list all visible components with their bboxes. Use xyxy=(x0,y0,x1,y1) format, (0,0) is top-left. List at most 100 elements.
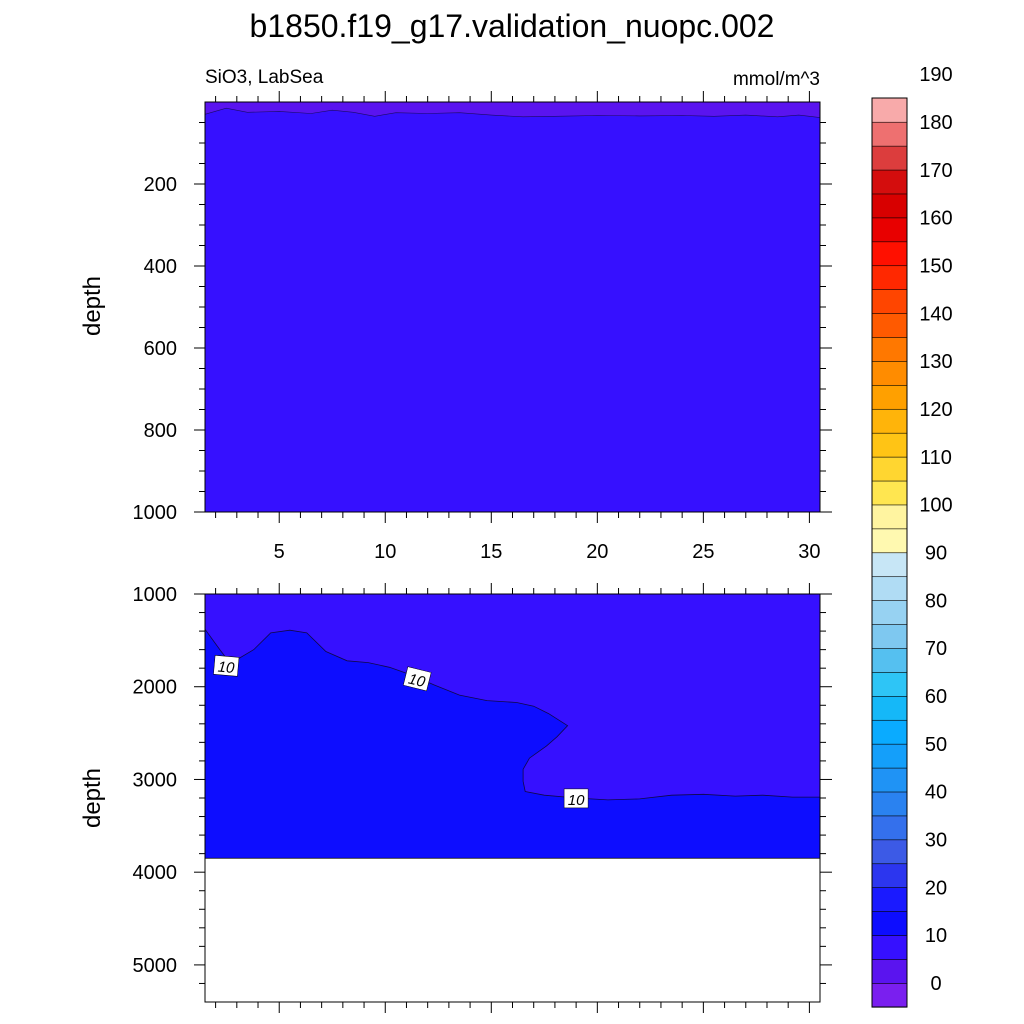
colorbar-swatch xyxy=(871,265,908,290)
colorbar-label: 70 xyxy=(925,638,947,660)
colorbar-swatch xyxy=(871,217,908,243)
colorbar-swatch xyxy=(871,312,908,338)
colorbar-label: 190 xyxy=(919,64,952,86)
contour-line-10 xyxy=(204,628,820,801)
colorbar-swatch xyxy=(871,934,908,960)
colorbar-label: 140 xyxy=(919,303,952,325)
colorbar-label: 50 xyxy=(925,734,947,756)
colorbar-label: 10 xyxy=(925,925,947,947)
surface-contour-line xyxy=(204,107,821,118)
top-left-string: SiO3, LabSea xyxy=(205,67,324,88)
colorbar-label: 100 xyxy=(919,495,952,517)
colorbar-swatch xyxy=(871,982,908,1008)
bottom-panel: 10 10 10 1000 2000 3000 4000 5000 xyxy=(133,583,832,1013)
colorbar-label: 120 xyxy=(919,399,952,421)
y-tick-label: 2000 xyxy=(133,677,178,699)
contour-label-text: 10 xyxy=(407,670,428,691)
colorbar-label: 160 xyxy=(919,208,952,230)
colorbar-swatch xyxy=(871,432,908,458)
colorbar-label: 20 xyxy=(925,877,947,899)
contour-label-text: 10 xyxy=(217,659,236,677)
colorbar-swatch xyxy=(871,671,908,697)
colorbar-swatch xyxy=(871,576,908,601)
colorbar-frame xyxy=(871,97,908,1008)
colorbar-swatch xyxy=(871,887,908,912)
colorbar-swatch xyxy=(871,552,908,578)
y-tick-label: 1000 xyxy=(133,502,178,524)
top-panel: 5 10 15 20 25 30 200 400 600 800 1000 xyxy=(133,91,832,563)
y-axis: 1000 2000 3000 4000 5000 xyxy=(133,584,832,984)
colorbar-swatch xyxy=(871,767,908,793)
main-fill-region xyxy=(205,102,820,512)
colorbar-swatch xyxy=(871,623,908,649)
fill-region-upper xyxy=(205,594,820,800)
contour-label: 10 xyxy=(402,666,432,692)
colorbar-swatch xyxy=(871,480,908,506)
colorbar-label: 40 xyxy=(925,782,947,804)
colorbar-swatch xyxy=(871,169,908,195)
colorbar-swatch xyxy=(871,647,908,673)
colorbar-label: 60 xyxy=(925,686,947,708)
colorbar-label: 90 xyxy=(925,543,947,565)
x-axis: 5 10 15 20 25 30 xyxy=(215,91,821,563)
contour-label: 10 xyxy=(563,788,589,809)
x-tick-label: 30 xyxy=(798,541,820,563)
colorbar-swatch xyxy=(871,97,908,123)
top-ylabel: depth xyxy=(79,276,106,336)
colorbar-swatch xyxy=(871,241,908,267)
x-tick-label: 15 xyxy=(480,541,502,563)
contour-label-text: 10 xyxy=(568,792,585,809)
colorbar-swatch xyxy=(871,193,908,219)
colorbar-swatch xyxy=(871,384,908,410)
colorbar-swatch xyxy=(871,145,908,171)
surface-fill-region xyxy=(205,102,820,118)
colorbar-swatch xyxy=(871,336,908,362)
y-tick-label: 400 xyxy=(144,256,177,278)
chart-title: b1850.f19_g17.validation_nuopc.002 xyxy=(250,8,775,44)
colorbar-swatch xyxy=(871,456,908,482)
colorbar-swatch xyxy=(871,791,908,817)
colorbar-swatch xyxy=(871,121,908,147)
contour-label-box xyxy=(563,788,589,809)
bottom-ylabel: depth xyxy=(79,768,106,828)
colorbar-label: 30 xyxy=(925,830,947,852)
colorbar-swatch xyxy=(871,743,908,769)
colorbar-swatch xyxy=(871,839,908,865)
x-tick-label: 25 xyxy=(692,541,714,563)
colorbar-swatch xyxy=(871,600,908,625)
x-tick-label: 20 xyxy=(586,541,608,563)
contour-label: 10 xyxy=(213,655,240,677)
colorbar-label: 110 xyxy=(920,447,952,469)
colorbar-swatch xyxy=(871,289,908,314)
x-axis xyxy=(215,583,810,1013)
colorbar-swatch xyxy=(871,911,908,936)
y-tick-label: 3000 xyxy=(133,769,178,791)
colorbar-label: 0 xyxy=(930,973,941,995)
y-axis: 200 400 600 800 1000 xyxy=(133,122,832,524)
colorbar-swatch xyxy=(871,958,908,984)
y-tick-label: 200 xyxy=(144,174,177,196)
y-tick-label: 600 xyxy=(144,338,177,360)
colorbar-swatch xyxy=(871,408,908,434)
x-tick-label: 5 xyxy=(274,541,285,563)
y-tick-label: 1000 xyxy=(133,584,178,606)
colorbar-label: 180 xyxy=(919,112,952,134)
colorbar-swatch xyxy=(871,695,908,721)
colorbar-swatch xyxy=(871,528,908,554)
colorbar-label: 80 xyxy=(925,590,947,612)
top-right-string: mmol/m^3 xyxy=(733,69,820,90)
colorbar: 0 10 20 30 40 50 60 70 80 90 100 110 120 130 140 150 160… xyxy=(871,64,953,1008)
colorbar-swatch xyxy=(871,815,908,841)
colorbar-swatch xyxy=(871,863,908,888)
y-tick-label: 4000 xyxy=(133,862,178,884)
colorbar-swatch xyxy=(871,360,908,386)
y-tick-label: 5000 xyxy=(133,955,178,977)
contour-label-box xyxy=(402,666,432,692)
colorbar-label: 170 xyxy=(919,160,952,182)
contour-label-box xyxy=(213,655,240,677)
x-tick-label: 10 xyxy=(374,541,396,563)
colorbar-label: 130 xyxy=(919,351,952,373)
y-tick-label: 800 xyxy=(144,420,177,442)
